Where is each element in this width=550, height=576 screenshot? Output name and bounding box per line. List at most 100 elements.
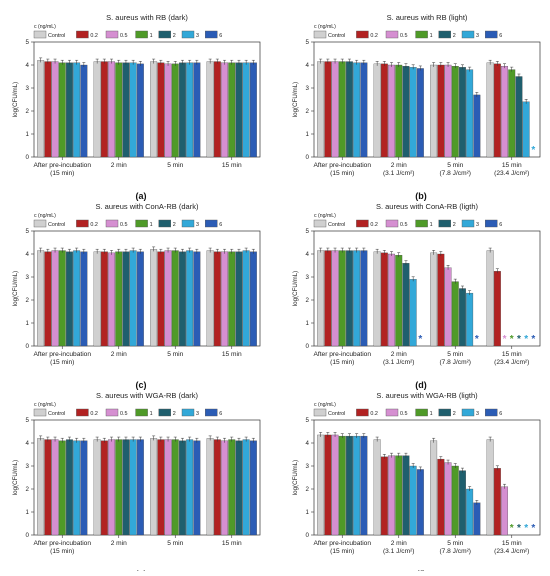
plot-frame: [33, 41, 261, 158]
legend-title: c (ng/mL): [34, 24, 56, 30]
bar: [100, 61, 108, 158]
bar: [451, 66, 459, 158]
x-tick-label: After pre-incubation: [33, 351, 91, 358]
bar: [235, 62, 243, 158]
legend-label-0: Control: [328, 222, 345, 228]
legend-swatch-0: [33, 219, 47, 228]
y-tick-label: 1: [306, 131, 310, 138]
legend-swatch-1: [356, 408, 369, 417]
x-tick-label: 15 min: [502, 351, 522, 358]
bar: [206, 61, 214, 158]
bar: [186, 62, 194, 158]
legend-swatch-5: [461, 219, 475, 228]
bar: [360, 435, 368, 536]
bar: [150, 61, 158, 158]
legend-swatch-4: [438, 219, 451, 228]
bar: [444, 462, 452, 536]
y-tick-label: 1: [306, 320, 310, 327]
legend-swatch-3: [135, 219, 148, 228]
bar: [108, 252, 115, 347]
x-tick-label: (15 min): [330, 170, 354, 177]
bar: [249, 62, 257, 158]
bar: [108, 61, 115, 158]
bar: [150, 249, 158, 347]
bar: [493, 271, 501, 347]
legend-label-4: 2: [173, 33, 176, 39]
bar: [66, 251, 73, 347]
bar: [430, 64, 438, 158]
legend-label-6: 6: [219, 411, 222, 417]
legend-label-4: 2: [453, 222, 456, 228]
legend-swatch-3: [135, 408, 148, 417]
bar: [331, 250, 339, 347]
x-tick-label: 5 min: [447, 540, 463, 547]
bar: [171, 63, 179, 158]
bar: [51, 439, 59, 536]
bar: [157, 439, 165, 536]
bar: [451, 465, 459, 536]
bar: [373, 251, 381, 347]
legend-swatch-1: [76, 408, 89, 417]
legend-title: c (ng/mL): [314, 402, 336, 408]
bar: [331, 434, 339, 536]
legend-label-0: Control: [48, 33, 65, 39]
chart-title: S. aureus with WGA-RB (dark): [96, 391, 199, 400]
legend-swatch-1: [76, 219, 89, 228]
x-tick-label: (15 min): [330, 548, 354, 555]
bar: [373, 63, 381, 158]
legend-label-1: 0.2: [370, 222, 378, 228]
legend-swatch-1: [356, 30, 369, 39]
significance-star: *: [475, 334, 479, 345]
x-tick-label: (7.8 J/cm²): [439, 359, 471, 366]
legend-swatch-4: [438, 408, 451, 417]
y-tick-label: 0: [306, 532, 310, 539]
y-tick-label: 2: [306, 486, 310, 493]
bar: [353, 62, 361, 158]
bar: [324, 434, 332, 536]
x-tick-label: 5 min: [447, 162, 463, 169]
legend-label-5: 3: [196, 411, 199, 417]
significance-star: *: [524, 334, 528, 345]
bar: [451, 281, 459, 347]
bar: [331, 61, 339, 158]
bar: [213, 439, 221, 536]
x-tick-label: 2 min: [391, 540, 407, 547]
bar: [353, 250, 361, 347]
bar: [37, 250, 45, 347]
legend-label-3: 1: [150, 33, 153, 39]
y-tick-label: 3: [306, 463, 310, 470]
bar: [345, 61, 353, 158]
y-tick-label: 4: [306, 440, 310, 447]
x-tick-label: 15 min: [502, 162, 522, 169]
bar: [416, 469, 424, 536]
significance-star: *: [531, 334, 535, 345]
y-tick-label: 5: [306, 228, 310, 235]
y-tick-label: 0: [306, 343, 310, 350]
legend-label-6: 6: [499, 33, 502, 39]
legend-swatch-2: [385, 408, 399, 417]
bar: [466, 488, 474, 536]
bar: [437, 64, 445, 158]
bar: [437, 458, 445, 536]
y-tick-label: 0: [306, 154, 310, 161]
bar: [129, 250, 137, 347]
y-tick-label: 1: [26, 131, 30, 138]
bar: [493, 63, 501, 158]
bar: [458, 67, 466, 158]
bar: [486, 439, 494, 536]
legend-swatch-3: [135, 30, 148, 39]
chart-title: S. aureus with ConA-RB (dark): [96, 202, 199, 211]
bar: [515, 76, 523, 158]
y-tick-label: 1: [26, 509, 30, 516]
legend-swatch-1: [356, 219, 369, 228]
legend-swatch-5: [461, 408, 475, 417]
plot-frame: [313, 419, 541, 536]
y-tick-label: 3: [306, 274, 310, 281]
panel-label: (d): [415, 380, 427, 390]
significance-star: *: [517, 334, 521, 345]
plot-frame: [33, 419, 261, 536]
x-tick-label: After pre-incubation: [313, 351, 371, 358]
bar: [409, 465, 417, 536]
x-tick-label: 5 min: [167, 162, 183, 169]
bar: [115, 62, 123, 158]
